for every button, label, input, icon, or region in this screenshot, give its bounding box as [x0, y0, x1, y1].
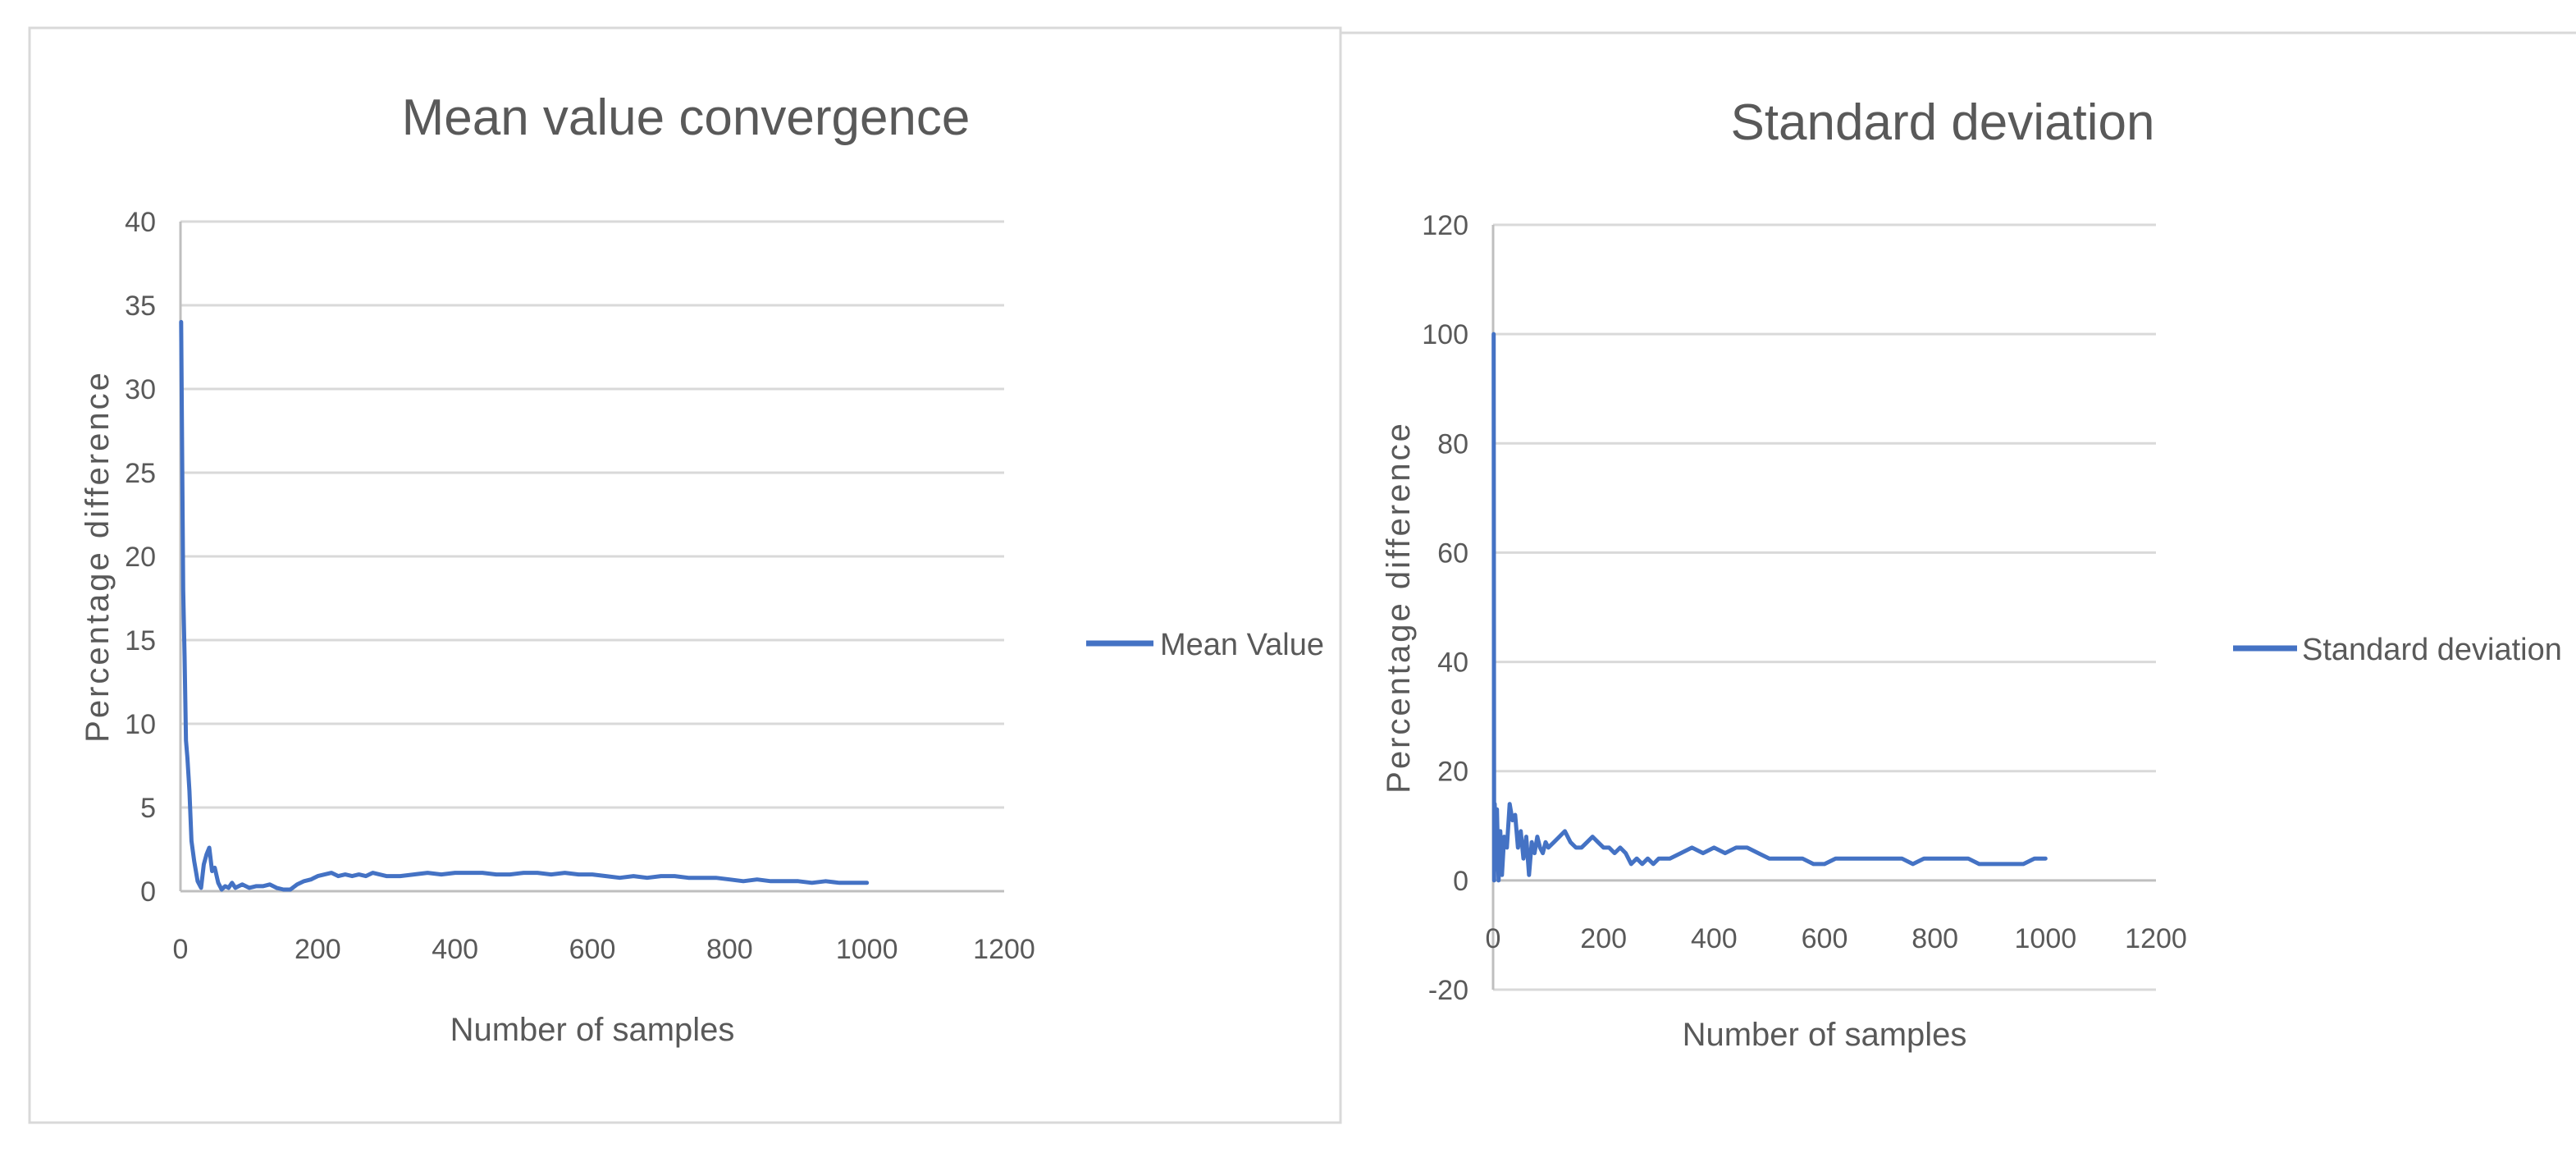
- std-y-tick-label: 80: [1437, 428, 1468, 460]
- mean-y-tick-label: 20: [125, 542, 156, 573]
- std-x-tick-label: 600: [1802, 923, 1848, 954]
- std-series-line-0: [1491, 332, 2048, 883]
- std-x-tick-label: 800: [1911, 923, 1958, 954]
- std-x-axis-title: Number of samples: [1683, 1017, 1967, 1053]
- std-y-tick-label: 0: [1453, 866, 1468, 897]
- mean-y-axis-title: Percentage difference: [80, 370, 116, 743]
- mean-x-tick-label: 0: [173, 934, 189, 965]
- mean-y-tick-label: 40: [125, 207, 156, 238]
- mean-y-tick-label: 25: [125, 458, 156, 489]
- std-legend-label: Standard deviation: [2302, 633, 2562, 667]
- mean-x-tick-label: 200: [295, 934, 341, 965]
- mean-series-line-0: [179, 319, 870, 892]
- mean-y-tick-label: 35: [125, 290, 156, 322]
- mean-y-tick-label: 30: [125, 374, 156, 405]
- std-x-tick-label: 0: [1486, 923, 1501, 954]
- mean-x-tick-label: 1000: [836, 934, 898, 965]
- std-y-tick-label: 40: [1437, 647, 1468, 679]
- chart-frame-mean: [28, 26, 1342, 1124]
- mean-x-tick-label: 1200: [973, 934, 1035, 965]
- std-x-tick-label: 1200: [2125, 923, 2187, 954]
- std-y-tick-label: -20: [1428, 975, 1468, 1006]
- std-x-tick-label: 1000: [2015, 923, 2077, 954]
- std-x-tick-label: 400: [1691, 923, 1738, 954]
- mean-x-axis-title: Number of samples: [450, 1012, 735, 1048]
- std-y-tick-label: 20: [1437, 757, 1468, 788]
- mean-y-tick-label: 5: [140, 793, 156, 824]
- mean-y-tick-label: 10: [125, 709, 156, 740]
- std-x-tick-label: 200: [1580, 923, 1627, 954]
- mean-x-tick-label: 400: [432, 934, 478, 965]
- mean-x-tick-label: 800: [706, 934, 753, 965]
- std-y-axis-title: Percentage difference: [1381, 421, 1417, 794]
- std-chart-title: Standard deviation: [1730, 94, 2154, 151]
- mean-legend-label: Mean Value: [1160, 628, 1324, 662]
- std-y-tick-label: 100: [1422, 319, 1468, 350]
- std-y-tick-label: 60: [1437, 538, 1468, 569]
- mean-y-tick-label: 0: [140, 876, 156, 908]
- mean-y-tick-label: 15: [125, 625, 156, 656]
- std-y-tick-label: 120: [1422, 210, 1468, 241]
- mean-x-tick-label: 600: [569, 934, 616, 965]
- mean-chart-title: Mean value convergence: [402, 89, 971, 146]
